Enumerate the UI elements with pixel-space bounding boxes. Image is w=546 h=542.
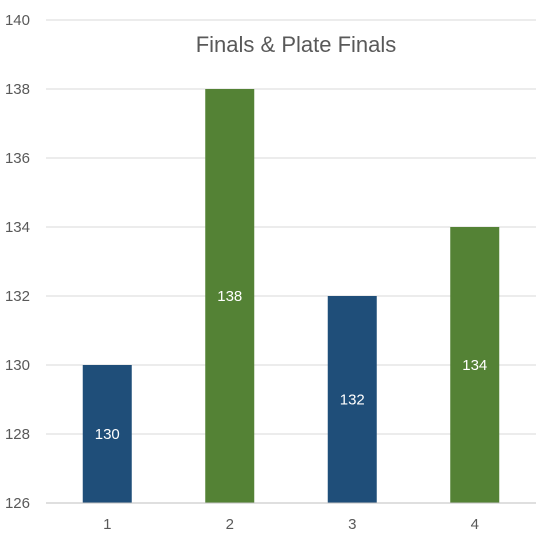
bar-1 [82,365,132,503]
bar-4 [450,227,500,503]
data-label-3: 132 [340,392,365,409]
bar-2 [205,89,255,503]
y-tick-label: 128 [5,426,30,443]
data-label-4: 134 [462,357,487,374]
y-tick-label: 138 [5,81,30,98]
data-label-2: 138 [217,288,242,305]
x-tick-label-2: 2 [226,516,234,533]
data-label-1: 130 [95,426,120,443]
y-axis-ticks: 126 128 130 132 134 136 138 140 [5,12,30,512]
y-tick-label: 136 [5,150,30,167]
data-labels: 130 138 132 134 [95,288,488,443]
y-tick-label: 130 [5,357,30,374]
y-tick-label: 134 [5,219,30,236]
bar-3 [327,296,377,503]
bars [82,89,500,503]
y-tick-label: 126 [5,495,30,512]
x-tick-label-3: 3 [348,516,356,533]
y-tick-label: 132 [5,288,30,305]
chart-title: Finals & Plate Finals [196,32,397,57]
x-axis-ticks: 1 2 3 4 [103,516,479,533]
y-tick-label: 140 [5,12,30,29]
x-tick-label-1: 1 [103,516,111,533]
x-tick-label-4: 4 [471,516,479,533]
